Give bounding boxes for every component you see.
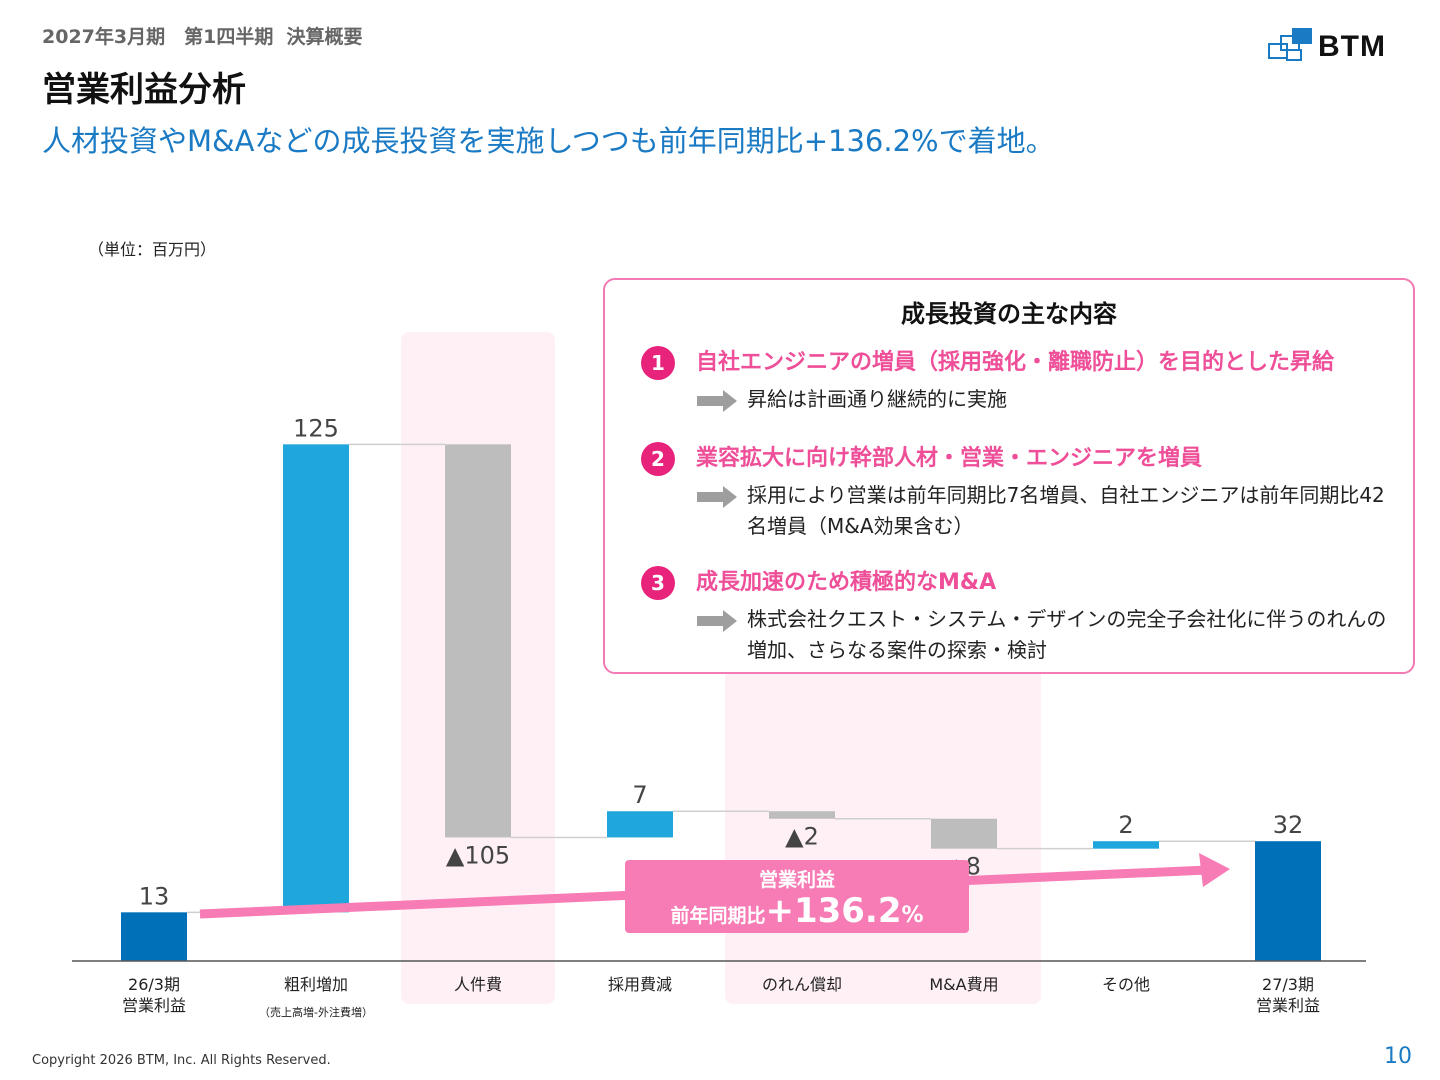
callout-line1: 営業利益 (759, 868, 835, 891)
category-label: 営業利益 (1256, 996, 1320, 1015)
bar-value-label: ▲105 (446, 841, 510, 869)
category-label: M&A費用 (929, 975, 998, 994)
page-title: 営業利益分析 (42, 70, 246, 110)
waterfall-bar (607, 811, 673, 838)
waterfall-bar (445, 444, 511, 838)
page-number: 10 (1384, 1044, 1412, 1069)
growth-investment-box: 成長投資の主な内容 1 自社エンジニアの増員（採用強化・離職防止）を目的とした昇… (603, 278, 1415, 674)
category-label: その他 (1102, 975, 1150, 994)
item-number-badge: 3 (641, 566, 675, 600)
waterfall-bar (1093, 841, 1159, 849)
arrow-right-icon (697, 390, 737, 412)
waterfall-bar (1255, 841, 1321, 961)
item-number-badge: 1 (641, 346, 675, 380)
arrow-right-icon (697, 610, 737, 632)
unit-label: （単位：百万円） (88, 240, 217, 259)
item-detail: 昇給は計画通り継続的に実施 (747, 387, 1007, 411)
item-detail: 採用により営業は前年同期比7名増員、自社エンジニアは前年同期比42名増員（M&A… (747, 483, 1385, 538)
item-headline: 自社エンジニアの増員（採用強化・離職防止）を目的とした昇給 (696, 350, 1335, 375)
item-headline: 成長加速のため積極的なM&A (696, 570, 997, 595)
bar-value-label: ▲2 (785, 823, 819, 851)
bar-value-label: 13 (139, 882, 170, 910)
item-detail: 株式会社クエスト・システム・デザインの完全子会社化に伴うのれんの増加、さらなる案… (747, 607, 1387, 662)
category-label: のれん償却 (762, 975, 842, 994)
item-headline: 業容拡大に向け幹部人材・営業・エンジニアを増員 (696, 446, 1203, 471)
logo-text: BTM (1318, 30, 1386, 63)
btm-logo: BTM (1268, 28, 1418, 68)
copyright: Copyright 2026 BTM, Inc. All Rights Rese… (32, 1053, 331, 1068)
waterfall-bar (121, 912, 187, 961)
category-label: 採用費減 (608, 975, 672, 994)
waterfall-bar (931, 818, 997, 849)
category-label: 26/3期 (128, 975, 180, 994)
arrow-right-icon (697, 486, 737, 508)
fiscal-period-label: 2027年3月期 第1四半期 決算概要 (42, 26, 363, 48)
item-number-badge: 2 (641, 442, 675, 476)
page-subtitle: 人材投資やM&Aなどの成長投資を実施しつつも前年同期比+136.2%で着地。 (42, 124, 1055, 158)
trend-arrow-head (1199, 853, 1230, 887)
waterfall-bar (283, 444, 349, 913)
category-label: 27/3期 (1262, 975, 1314, 994)
category-label: 営業利益 (122, 996, 186, 1015)
growth-callout (625, 860, 969, 933)
waterfall-bar (769, 811, 835, 819)
category-label: 粗利増加 (284, 975, 348, 994)
bar-value-label: 32 (1273, 811, 1304, 839)
bar-value-label: 2 (1118, 811, 1133, 839)
bar-value-label: 7 (632, 781, 647, 809)
logo-mark-icon (1268, 28, 1312, 61)
bar-value-label: 125 (293, 414, 339, 442)
category-note: （売上高増-外注費増） (259, 1005, 373, 1019)
callout-line2: 前年同期比+136.2% (670, 891, 923, 931)
growth-box-heading: 成長投資の主な内容 (901, 300, 1117, 328)
category-label: 人件費 (454, 975, 502, 994)
